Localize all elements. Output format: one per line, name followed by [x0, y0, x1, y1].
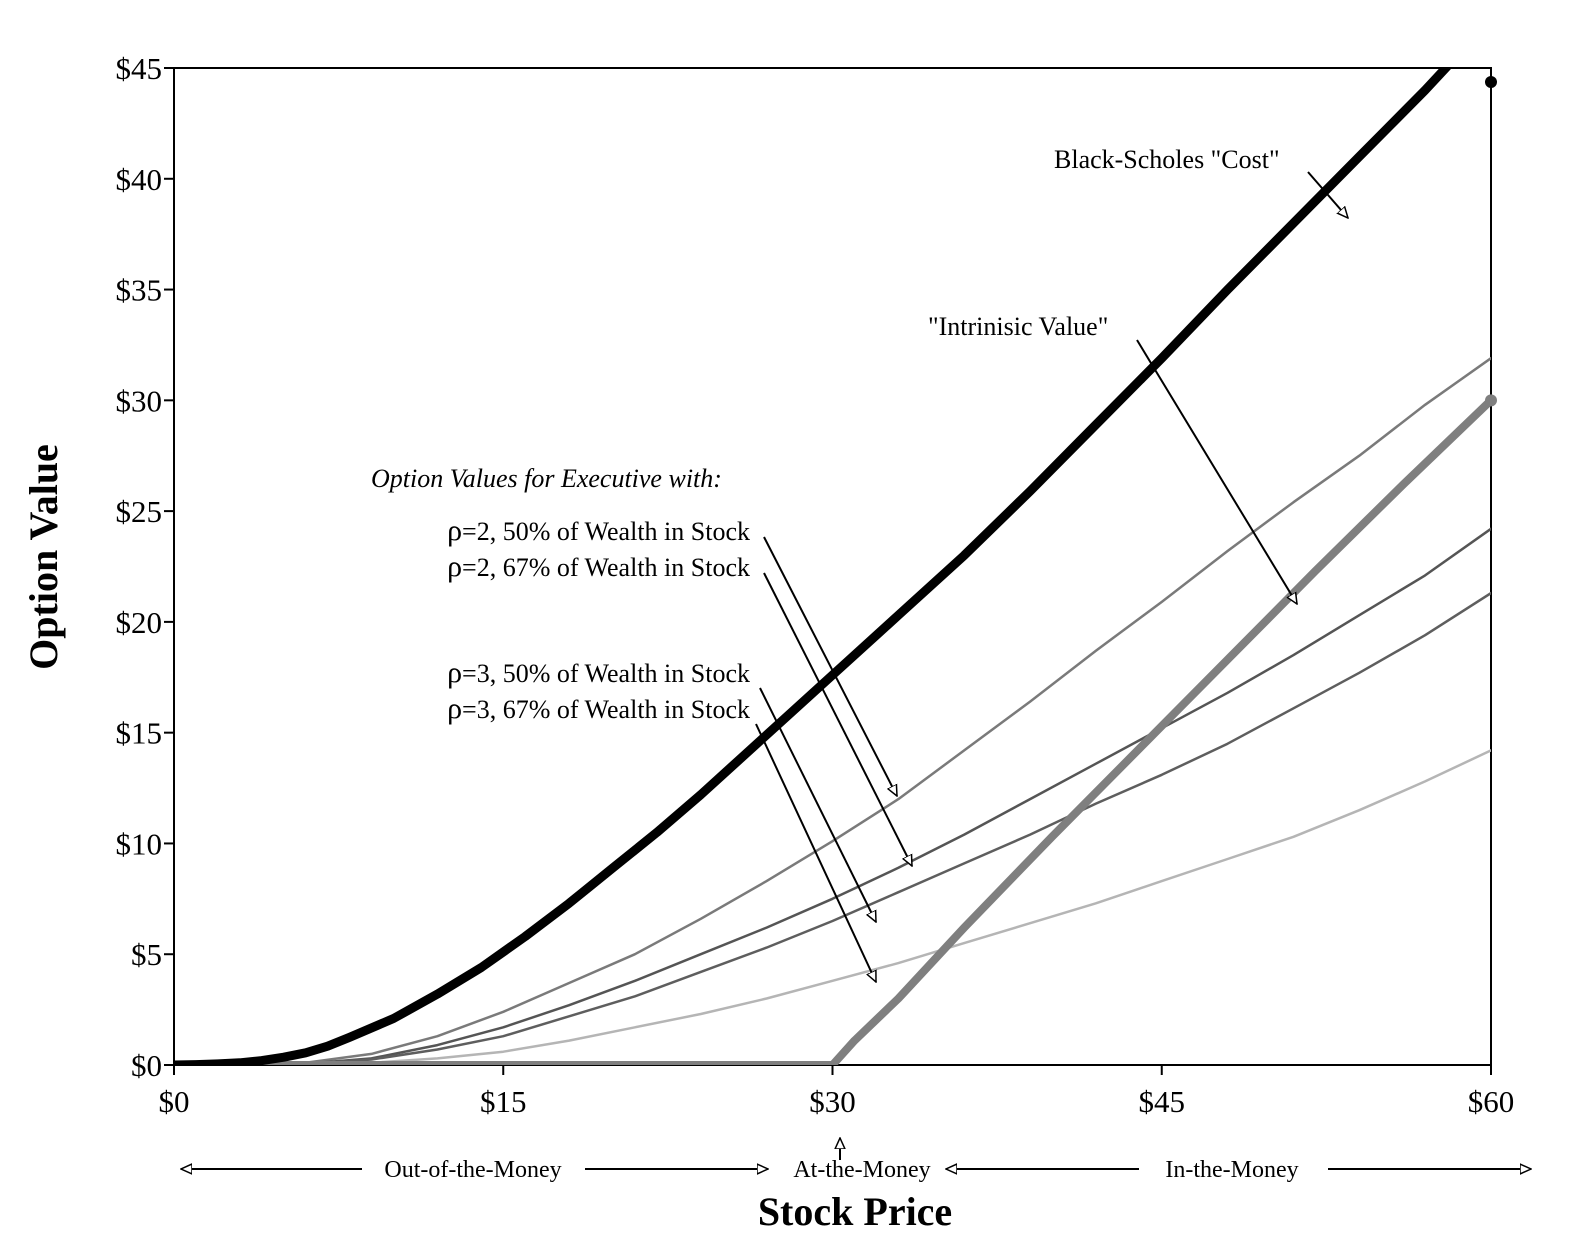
- y-axis-ticks: $0 $5 $10 $15 $20 $25 $30 $35 $40 $45: [116, 51, 174, 1083]
- otm-label: Out-of-the-Money: [384, 1157, 561, 1183]
- intrinsic-value-label: "Intrinisic Value": [928, 312, 1108, 341]
- y-tick-label: $20: [116, 605, 163, 640]
- rho-symbol: ρ: [447, 514, 462, 547]
- y-axis-title: Option Value: [21, 444, 66, 670]
- y-tick-label: $0: [131, 1048, 162, 1083]
- itm-label: In-the-Money: [1165, 1157, 1298, 1183]
- label-rho3-67: ρ=3, 67% of Wealth in Stock: [447, 692, 750, 725]
- label-rho2-50-text: =2, 50% of Wealth in Stock: [462, 517, 750, 546]
- label-rho3-67-text: =3, 67% of Wealth in Stock: [462, 695, 750, 724]
- label-rho3-50: ρ=3, 50% of Wealth in Stock: [447, 656, 750, 689]
- y-tick-label: $40: [116, 162, 163, 197]
- series-end-dot-0: [1485, 76, 1497, 88]
- series-layer: [174, 68, 1491, 1065]
- series-line-2: [174, 356, 1491, 1065]
- x-tick-label: $0: [159, 1084, 190, 1119]
- x-tick-label: $60: [1468, 1084, 1515, 1119]
- intrinsic-value-arrow: [1136, 339, 1297, 604]
- x-tick-label: $15: [480, 1084, 527, 1119]
- series-line-4: [174, 591, 1491, 1065]
- y-tick-label: $45: [116, 51, 163, 86]
- arrow-rho3-67: [755, 723, 877, 982]
- x-axis-title: Stock Price: [758, 1189, 952, 1234]
- label-rho2-50: ρ=2, 50% of Wealth in Stock: [447, 514, 750, 547]
- series-line-1: [174, 396, 1491, 1065]
- label-rho2-67-text: =2, 67% of Wealth in Stock: [462, 553, 750, 582]
- arrow-rho2-50: [763, 536, 898, 796]
- series-line-3: [174, 527, 1491, 1065]
- y-tick-label: $30: [116, 383, 163, 418]
- y-tick-label: $25: [116, 494, 163, 529]
- x-tick-label: $45: [1139, 1084, 1186, 1119]
- rho-symbol: ρ: [447, 692, 462, 725]
- rho-symbol: ρ: [447, 550, 462, 583]
- x-axis-ticks: $0 $15 $30 $45 $60: [159, 1065, 1515, 1119]
- black-scholes-arrow: [1307, 171, 1348, 218]
- series-end-dot-1: [1485, 394, 1497, 407]
- y-tick-label: $5: [131, 937, 162, 972]
- moneyness-regions: Out-of-the-Money At-the-Money In-the-Mon…: [181, 1138, 1531, 1183]
- y-tick-label: $35: [116, 273, 163, 308]
- black-scholes-label: Black-Scholes "Cost": [1054, 145, 1280, 174]
- series-line-0: [174, 68, 1452, 1065]
- executive-heading: Option Values for Executive with:: [371, 464, 722, 493]
- y-tick-label: $10: [116, 826, 163, 861]
- y-tick-label: $15: [116, 716, 163, 751]
- label-rho3-50-text: =3, 50% of Wealth in Stock: [462, 659, 750, 688]
- label-rho2-67: ρ=2, 67% of Wealth in Stock: [447, 550, 750, 583]
- atm-label: At-the-Money: [793, 1157, 930, 1183]
- rho-symbol: ρ: [447, 656, 462, 689]
- series-line-5: [174, 749, 1491, 1065]
- arrow-rho3-50: [759, 687, 877, 922]
- x-tick-label: $30: [809, 1084, 856, 1119]
- arrow-rho2-67: [763, 572, 913, 866]
